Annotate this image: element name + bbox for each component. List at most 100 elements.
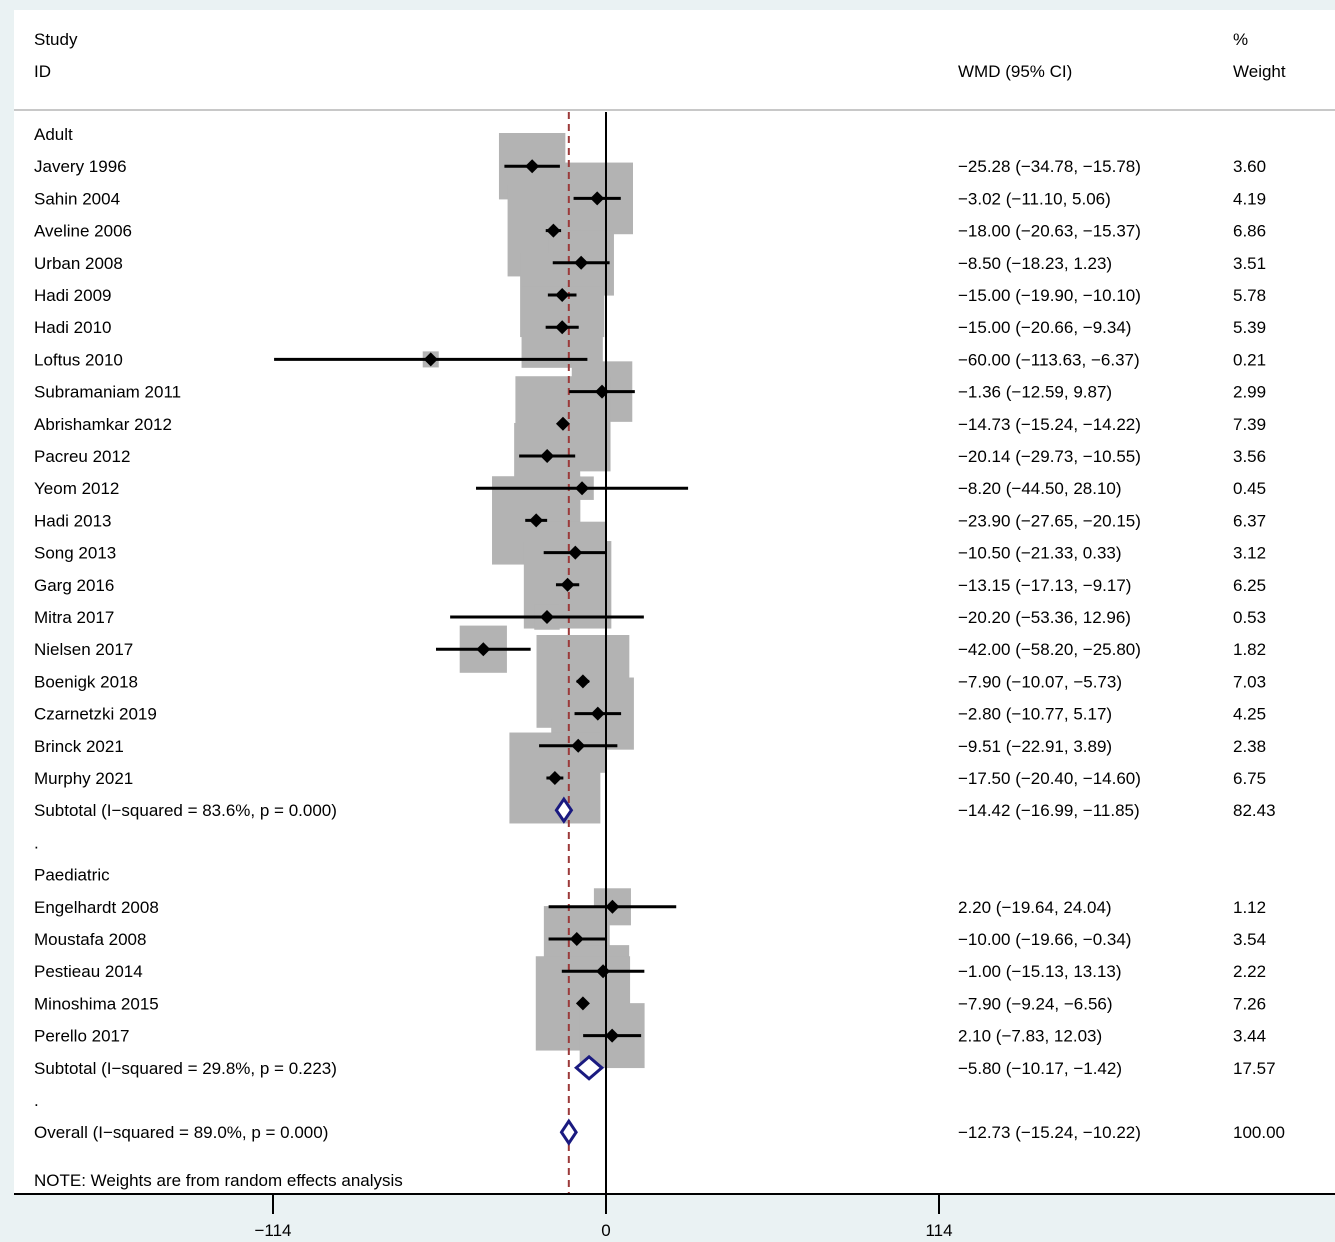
row-label: Loftus 2010 xyxy=(34,350,123,369)
row-ci-text: −3.02 (−11.10, 5.06) xyxy=(958,189,1111,208)
point-estimate xyxy=(555,416,570,431)
row-weight-text: 3.12 xyxy=(1233,544,1266,563)
row-ci-text: −8.20 (−44.50, 28.10) xyxy=(958,479,1122,498)
point-estimate xyxy=(590,191,605,206)
row-weight-text: 100.00 xyxy=(1233,1123,1285,1142)
row-weight-text: 5.39 xyxy=(1233,318,1266,337)
row-ci-text: −13.15 (−17.13, −9.17) xyxy=(958,576,1131,595)
row-ci-text: −10.50 (−21.33, 0.33) xyxy=(958,544,1122,563)
point-estimate xyxy=(575,996,590,1011)
row-label: Javery 1996 xyxy=(34,157,127,176)
point-estimate xyxy=(525,159,540,174)
row-label: . xyxy=(34,1091,39,1110)
row-label: Minoshima 2015 xyxy=(34,994,159,1013)
row-label: Subramaniam 2011 xyxy=(34,383,181,402)
row-label: Abrishamkar 2012 xyxy=(34,415,172,434)
row-ci-text: −20.20 (−53.36, 12.96) xyxy=(958,608,1131,627)
row-text: Adult Javery 1996 −25.28 (−34.78, −15.78) 3… xyxy=(34,125,1285,1142)
row-weight-text: 0.45 xyxy=(1233,479,1266,498)
row-ci-text: −7.90 (−10.07, −5.73) xyxy=(958,672,1122,691)
row-ci-text: 2.10 (−7.83, 12.03) xyxy=(958,1027,1102,1046)
row-weight-text: 7.39 xyxy=(1233,415,1266,434)
row-ci-text: −60.00 (−113.63, −6.37) xyxy=(958,350,1140,369)
summary-diamond xyxy=(573,1054,605,1081)
row-label: Hadi 2010 xyxy=(34,318,112,337)
row-weight-text: 2.99 xyxy=(1233,383,1266,402)
row-ci-text: −20.14 (−29.73, −10.55) xyxy=(958,447,1141,466)
point-estimate xyxy=(605,1028,620,1043)
point-estimate xyxy=(596,964,611,979)
row-ci-text: −9.51 (−22.91, 3.89) xyxy=(958,737,1112,756)
row-ci-text: −14.42 (−16.99, −11.85) xyxy=(958,801,1140,820)
row-label: Sahin 2004 xyxy=(34,189,120,208)
row-weight-text: 3.56 xyxy=(1233,447,1266,466)
row-ci-text: −7.90 (−9.24, −6.56) xyxy=(958,994,1113,1013)
row-label: Subtotal (I−squared = 29.8%, p = 0.223) xyxy=(34,1059,337,1078)
row-label: Pestieau 2014 xyxy=(34,962,143,981)
point-estimate xyxy=(575,481,590,496)
row-weight-text: 1.82 xyxy=(1233,640,1266,659)
point-estimate xyxy=(423,352,438,367)
row-weight-text: 82.43 xyxy=(1233,801,1276,820)
row-weight-text: 7.03 xyxy=(1233,672,1266,691)
row-ci-text: −10.00 (−19.66, −0.34) xyxy=(958,930,1131,949)
point-estimate xyxy=(574,255,589,270)
row-ci-text: −15.00 (−20.66, −9.34) xyxy=(958,318,1131,337)
point-estimate xyxy=(555,320,570,335)
x-tick-label: −114 xyxy=(254,1221,291,1240)
row-weight-text: 17.57 xyxy=(1233,1059,1276,1078)
row-weight-text: 4.25 xyxy=(1233,705,1266,724)
summary-diamond xyxy=(559,1118,578,1146)
row-weight-text: 3.60 xyxy=(1233,157,1266,176)
row-weight-text: 0.21 xyxy=(1233,350,1266,369)
x-tick-label: 0 xyxy=(601,1221,610,1240)
header-study: Study xyxy=(34,30,78,49)
row-ci-text: −14.73 (−15.24, −14.22) xyxy=(958,415,1141,434)
row-ci-text: −12.73 (−15.24, −10.22) xyxy=(958,1123,1141,1142)
point-estimate xyxy=(529,513,544,528)
ci-marks xyxy=(274,159,689,1146)
header-effect-label: WMD (95% CI) xyxy=(958,62,1072,81)
row-ci-text: −1.00 (−15.13, 13.13) xyxy=(958,962,1122,981)
row-weight-text: 2.38 xyxy=(1233,737,1266,756)
point-estimate xyxy=(546,223,561,238)
x-tick-label: 114 xyxy=(925,1221,952,1240)
row-label: . xyxy=(34,833,39,852)
row-weight-text: 3.44 xyxy=(1233,1027,1266,1046)
row-ci-text: −1.36 (−12.59, 9.87) xyxy=(958,383,1112,402)
row-label: Brinck 2021 xyxy=(34,737,124,756)
plot-region xyxy=(14,10,1335,1194)
point-estimate xyxy=(540,449,555,463)
point-estimate xyxy=(605,899,620,914)
header-id: ID xyxy=(34,62,51,81)
row-label: Nielsen 2017 xyxy=(34,640,133,659)
row-label: Adult xyxy=(34,125,73,144)
header-weight: Weight xyxy=(1233,62,1286,81)
row-weight-text: 3.54 xyxy=(1233,930,1266,949)
point-estimate xyxy=(555,288,570,302)
row-label: Garg 2016 xyxy=(34,576,114,595)
x-axis-ticks: −114 0 114 xyxy=(254,1194,953,1240)
row-weight-text: 3.51 xyxy=(1233,254,1266,273)
row-ci-text: −15.00 (−19.90, −10.10) xyxy=(958,286,1141,305)
row-weight-text: 2.22 xyxy=(1233,962,1266,981)
row-label: Mitra 2017 xyxy=(34,608,114,627)
row-weight-text: 6.75 xyxy=(1233,769,1266,788)
point-estimate xyxy=(547,771,562,785)
point-estimate xyxy=(595,384,610,399)
row-label: Pacreu 2012 xyxy=(34,447,130,466)
row-ci-text: −17.50 (−20.40, −14.60) xyxy=(958,769,1141,788)
row-weight-text: 6.86 xyxy=(1233,222,1266,241)
point-estimate xyxy=(571,738,586,753)
row-label: Hadi 2009 xyxy=(34,286,112,305)
row-ci-text: −23.90 (−27.65, −20.15) xyxy=(958,511,1141,530)
point-estimate xyxy=(569,932,584,946)
row-ci-text: −25.28 (−34.78, −15.78) xyxy=(958,157,1141,176)
row-label: Subtotal (I−squared = 83.6%, p = 0.000) xyxy=(34,801,337,820)
row-weight-text: 5.78 xyxy=(1233,286,1266,305)
point-estimate xyxy=(476,642,491,657)
point-estimate xyxy=(539,610,554,624)
row-label: Murphy 2021 xyxy=(34,769,133,788)
row-label: Engelhardt 2008 xyxy=(34,898,159,917)
